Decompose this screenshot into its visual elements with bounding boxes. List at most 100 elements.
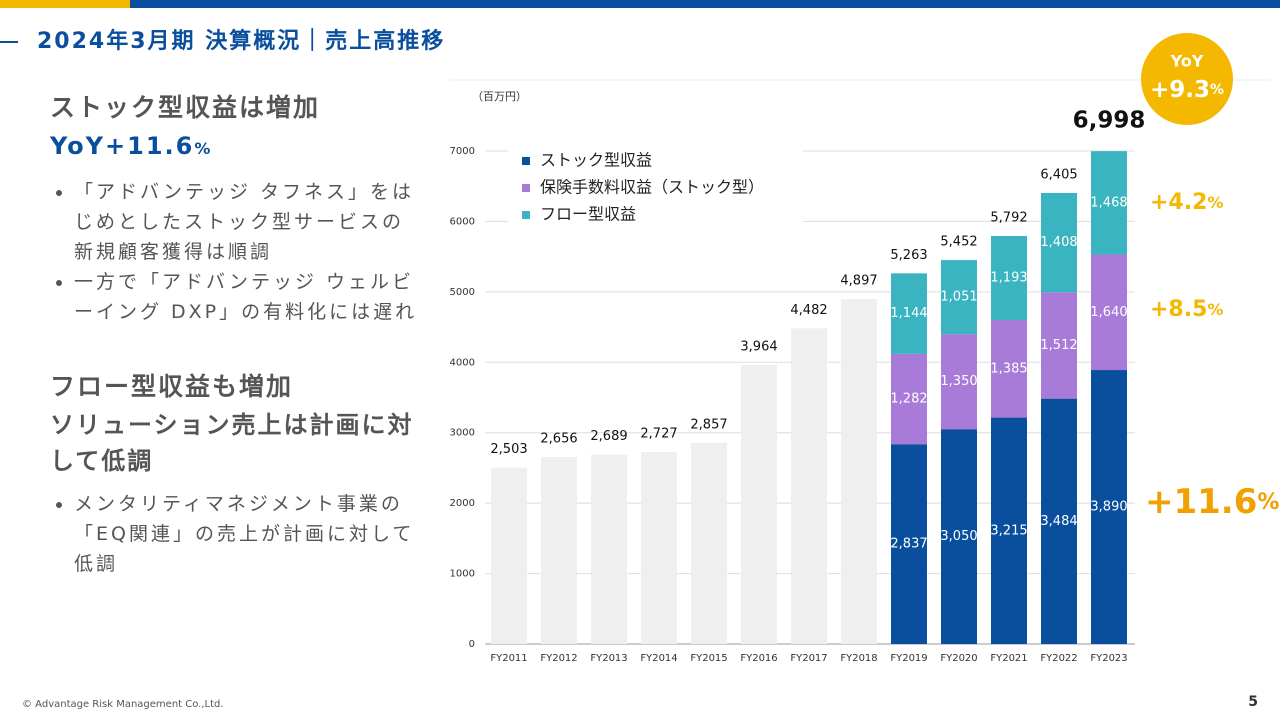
segment-label: 3,484 (1040, 514, 1077, 529)
bar (841, 299, 877, 644)
bar-segment (891, 353, 927, 445)
x-tick-label: FY2019 (890, 653, 927, 664)
bar-segment (1041, 398, 1077, 644)
bar (741, 364, 777, 644)
x-tick-label: FY2011 (490, 653, 527, 664)
y-tick-label: 6000 (450, 216, 475, 227)
bar (491, 467, 527, 644)
total-label: 2,857 (690, 417, 727, 432)
legend-label: ストック型収益 (540, 151, 652, 170)
bar-segment (891, 273, 927, 354)
legend-label: フロー型収益 (540, 205, 636, 224)
subheading-unit: % (194, 139, 213, 158)
legend-bg (508, 146, 803, 230)
growth-number: +11.6 (1145, 482, 1257, 522)
title: 2024年3月期 決算概況｜売上高推移 (37, 28, 445, 54)
segment-label: 3,050 (940, 529, 977, 544)
bar-segment (891, 444, 927, 644)
bar (691, 442, 727, 644)
bar-segment (941, 334, 977, 430)
bullet-list: メンタリティマネジメント事業の「EQ関連」の売上が計画に対して低調 (50, 489, 424, 579)
y-tick-label: 7000 (450, 146, 475, 157)
left-panel: ストック型収益は増加 YoY+11.6% 「アドバンテッジ タフネス」をはじめとした… (50, 88, 430, 619)
bullet-list: 「アドバンテッジ タフネス」をはじめとしたストック型サービスの新規顧客獲得は順調… (50, 177, 424, 327)
segment-label: 1,282 (890, 392, 927, 407)
subheading-text: YoY+11.6 (50, 132, 195, 160)
section: ストック型収益は増加 YoY+11.6% 「アドバンテッジ タフネス」をはじめとした… (50, 88, 430, 327)
segment-label: 3,215 (990, 523, 1027, 538)
bar-segment (941, 429, 977, 644)
segment-label: 1,144 (890, 306, 927, 321)
x-tick-label: FY2014 (640, 653, 677, 664)
top-bar (130, 0, 1280, 8)
segment-label: 1,051 (940, 290, 977, 305)
yoy-value: +9.3% (1150, 77, 1224, 103)
growth-number: +4.2 (1150, 190, 1207, 215)
legend-swatch (522, 157, 530, 165)
section: フロー型収益も増加ソリューション売上は計画に対して低調メンタリティマネジメント事… (50, 367, 430, 579)
growth-number: +8.5 (1150, 297, 1207, 322)
segment-label: 1,408 (1040, 235, 1077, 250)
growth-unit: % (1257, 490, 1279, 515)
x-tick-label: FY2017 (790, 653, 827, 664)
bar (591, 454, 627, 644)
x-tick-label: FY2016 (740, 653, 777, 664)
top-bar-accent (0, 0, 130, 8)
y-tick-label: 3000 (450, 428, 475, 439)
x-tick-label: FY2013 (590, 653, 627, 664)
segment-growth: +4.2% (1150, 190, 1223, 215)
yoy-label: YoY (1170, 52, 1204, 71)
total-label: 2,689 (590, 429, 627, 444)
bar-segment (1091, 370, 1127, 644)
section-heading: ストック型収益は増加 (50, 93, 321, 122)
legend-swatch (522, 211, 530, 219)
section-subheading: YoY+11.6% (50, 128, 430, 167)
total-label: 6,405 (1040, 167, 1077, 182)
bar-segment (991, 417, 1027, 644)
x-tick-label: FY2018 (840, 653, 877, 664)
y-tick-label: 4000 (450, 357, 475, 368)
y-tick-label: 5000 (450, 287, 475, 298)
section-heading: フロー型収益も増加 (50, 372, 294, 401)
segment-label: 3,890 (1090, 500, 1127, 515)
growth-unit: % (1207, 300, 1223, 319)
total-label: 4,482 (790, 303, 827, 318)
x-tick-label: FY2015 (690, 653, 727, 664)
bar-segment (991, 320, 1027, 418)
segment-label: 1,385 (990, 361, 1027, 376)
legend-label: 保険手数料収益（ストック型） (540, 178, 764, 197)
total-label: 4,897 (840, 274, 877, 289)
x-tick-label: FY2022 (1040, 653, 1077, 664)
y-tick-label: 2000 (450, 498, 475, 509)
bar-segment (1041, 192, 1077, 293)
yoy-number: +9.3 (1150, 77, 1210, 103)
subheading-text: ソリューション売上は計画に対して低調 (50, 411, 414, 475)
total-label: 2,503 (490, 442, 527, 457)
yoy-badge (1141, 33, 1233, 125)
x-tick-label: FY2021 (990, 653, 1027, 664)
page-number: 5 (1248, 694, 1258, 710)
segment-label: 1,468 (1090, 195, 1127, 210)
bar-segment (941, 260, 977, 335)
segment-growth: +11.6% (1145, 482, 1279, 522)
copyright: © Advantage Risk Management Co.,Ltd. (22, 699, 224, 710)
segment-label: 1,350 (940, 374, 977, 389)
total-label: 5,452 (940, 235, 977, 250)
total-label: 2,656 (540, 431, 577, 446)
section-subheading: ソリューション売上は計画に対して低調 (50, 407, 430, 479)
total-label: 3,964 (740, 339, 777, 354)
segment-label: 2,837 (890, 537, 927, 552)
segment-label: 1,193 (990, 271, 1027, 286)
bullet: メンタリティマネジメント事業の「EQ関連」の売上が計画に対して低調 (74, 489, 424, 579)
segment-label: 1,512 (1040, 338, 1077, 353)
bullet: 一方で「アドバンテッジ ウェルビーイング DXP」の有料化には遅れ (74, 267, 424, 327)
bar (641, 451, 677, 644)
bar (541, 456, 577, 644)
y-unit: （百万円） (472, 90, 527, 103)
bar (791, 328, 827, 644)
bullet: 「アドバンテッジ タフネス」をはじめとしたストック型サービスの新規顧客獲得は順調 (74, 177, 424, 267)
growth-unit: % (1207, 193, 1223, 212)
bar-segment (1041, 292, 1077, 399)
